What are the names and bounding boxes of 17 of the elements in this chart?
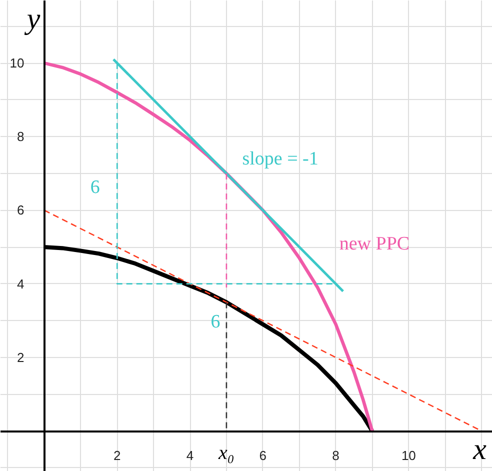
y-tick-label: 10 (10, 56, 24, 71)
x-tick-label: 8 (332, 448, 340, 464)
annotation: 6 (90, 176, 100, 198)
y-tick-label: 4 (17, 276, 24, 292)
x-tick-label: 4 (186, 448, 194, 464)
x-axis-title: x (472, 433, 488, 466)
x-tick-label: 2 (114, 448, 121, 464)
x-tick-label: 6 (259, 448, 267, 464)
annotation: x₀ (218, 442, 234, 464)
annotation: slope = -1 (242, 148, 318, 170)
x-tick-label: 10 (401, 448, 416, 464)
y-tick-label: 8 (17, 129, 24, 144)
annotation: 6 (210, 311, 220, 332)
y-tick-label: 2 (17, 350, 24, 365)
y-axis-title: y (24, 2, 41, 36)
y-tick-label: 6 (17, 202, 24, 218)
annotation: new PPC (339, 234, 410, 255)
